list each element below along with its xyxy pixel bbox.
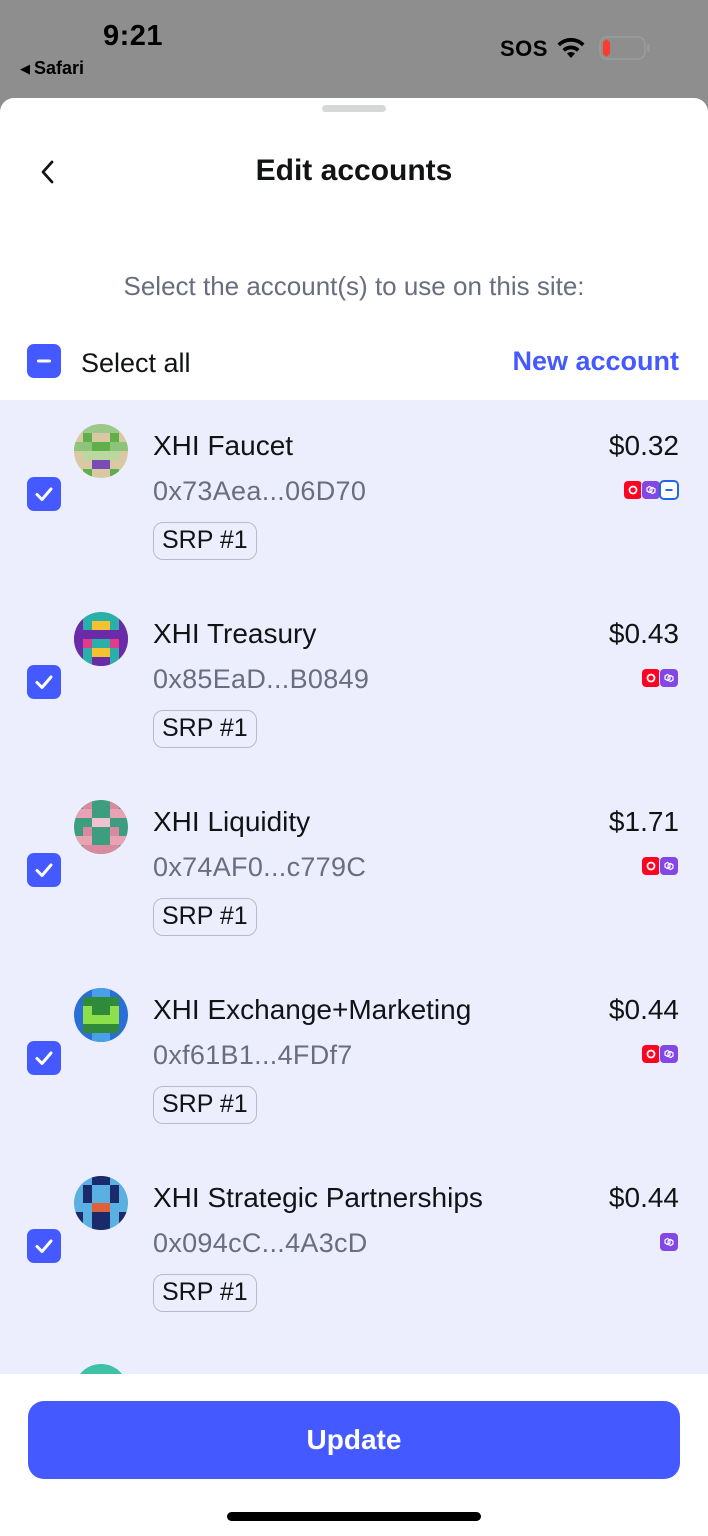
network-icons — [659, 1232, 679, 1252]
back-button[interactable] — [28, 152, 68, 192]
srp-badge: SRP #1 — [153, 1274, 257, 1312]
network-icons — [641, 856, 679, 876]
polygon-icon — [659, 1044, 679, 1064]
account-row[interactable]: XHI Liquidity 0x74AF0...c779C SRP #1 $1.… — [0, 776, 708, 964]
account-address: 0x74AF0...c779C — [153, 852, 367, 882]
account-checkbox[interactable] — [27, 1041, 61, 1075]
network-icons — [623, 480, 679, 500]
account-row[interactable]: XHI Faucet 0x73Aea...06D70 SRP #1 $0.32 — [0, 400, 708, 588]
polygon-icon — [659, 1232, 679, 1252]
srp-badge: SRP #1 — [153, 522, 257, 560]
account-name: XHI Treasury — [153, 618, 317, 649]
optimism-icon — [641, 856, 661, 876]
account-list: XHI Faucet 0x73Aea...06D70 SRP #1 $0.32 — [0, 400, 708, 1374]
account-checkbox[interactable] — [27, 665, 61, 699]
account-avatar — [74, 424, 128, 478]
account-balance: $1.71 — [608, 806, 679, 837]
account-name: XHI Strategic Partnerships — [153, 1182, 483, 1213]
polygon-icon — [641, 480, 661, 500]
account-avatar — [74, 1176, 128, 1230]
back-app-label: Safari — [34, 58, 85, 78]
account-address: 0xf61B1...4FDf7 — [153, 1040, 353, 1070]
srp-badge: SRP #1 — [153, 1086, 257, 1124]
network-icons — [641, 668, 679, 688]
carrier-label: SOS — [500, 36, 548, 61]
account-name: XHI Exchange+Marketing — [153, 994, 472, 1025]
account-row[interactable]: XHI Exchange+Marketing 0xf61B1...4FDf7 S… — [0, 964, 708, 1152]
select-all-row: Select all New account — [0, 344, 708, 400]
account-checkbox[interactable] — [27, 477, 61, 511]
account-checkbox[interactable] — [27, 853, 61, 887]
account-avatar — [74, 988, 128, 1042]
wifi-icon — [557, 37, 585, 58]
back-triangle-icon: ◀ — [20, 60, 30, 76]
account-name: XHI Liquidity — [153, 806, 311, 837]
home-indicator — [227, 1512, 481, 1521]
srp-badge: SRP #1 — [153, 710, 257, 748]
check-icon — [35, 1239, 53, 1253]
account-avatar — [74, 800, 128, 854]
battery-icon — [599, 36, 650, 60]
subtitle: Select the account(s) to use on this sit… — [123, 271, 585, 301]
footer: Update — [0, 1374, 708, 1536]
chevron-left-icon — [41, 160, 54, 184]
check-icon — [35, 675, 53, 689]
page-title: Edit accounts — [255, 154, 453, 187]
status-time: 9:21 — [103, 20, 164, 52]
srp-badge: SRP #1 — [153, 898, 257, 936]
account-balance: $0.32 — [608, 430, 679, 461]
account-checkbox[interactable] — [27, 1229, 61, 1263]
sheet-grabber[interactable] — [322, 105, 386, 112]
back-to-safari-link[interactable]: ◀ Safari — [20, 58, 84, 79]
optimism-icon — [641, 1044, 661, 1064]
new-account-link[interactable]: New account — [512, 346, 679, 376]
optimism-icon — [641, 668, 661, 688]
account-balance: $0.44 — [608, 1182, 679, 1213]
update-button[interactable]: Update — [28, 1401, 680, 1479]
account-address: 0x73Aea...06D70 — [153, 476, 367, 506]
account-row[interactable]: XHI Treasury 0x85EaD...B0849 SRP #1 $0.4… — [0, 588, 708, 776]
account-balance: $0.44 — [608, 994, 679, 1025]
minus-icon — [37, 359, 51, 363]
select-all-label[interactable]: Select all — [81, 348, 191, 378]
polygon-icon — [659, 668, 679, 688]
account-row[interactable]: XHI Strategic Partnerships 0x094cC...4A3… — [0, 1152, 708, 1340]
account-balance: $0.43 — [608, 618, 679, 649]
check-icon — [35, 1051, 53, 1065]
select-all-checkbox[interactable] — [27, 344, 61, 378]
status-bar: 9:21 ◀ Safari SOS — [0, 0, 708, 98]
account-address: 0x85EaD...B0849 — [153, 664, 370, 694]
linea-icon — [659, 480, 679, 500]
account-name: XHI Faucet — [153, 430, 294, 461]
account-avatar-partial — [74, 1364, 128, 1374]
polygon-icon — [659, 856, 679, 876]
check-icon — [35, 487, 53, 501]
check-icon — [35, 863, 53, 877]
account-avatar — [74, 612, 128, 666]
optimism-icon — [623, 480, 643, 500]
edit-accounts-sheet: Edit accounts Select the account(s) to u… — [0, 98, 708, 1536]
account-address: 0x094cC...4A3cD — [153, 1228, 368, 1258]
network-icons — [641, 1044, 679, 1064]
